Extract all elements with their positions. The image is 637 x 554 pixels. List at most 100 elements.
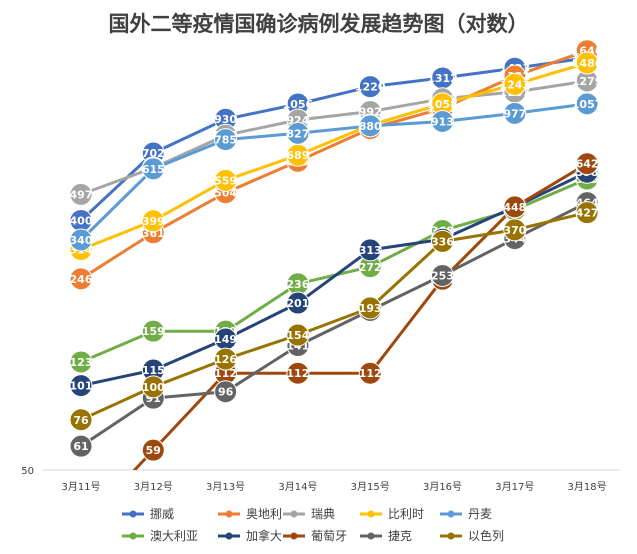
- chart-title: 国外二等疫情国确诊病例发展趋势图（对数）: [108, 12, 529, 36]
- legend-marker: [225, 532, 233, 540]
- data-label: 149: [214, 333, 237, 346]
- data-label: 159: [142, 325, 165, 338]
- data-point: [141, 438, 165, 462]
- data-label: 340: [70, 234, 93, 247]
- legend-label: 奥地利: [246, 507, 282, 521]
- data-point: [69, 434, 93, 458]
- data-point: [141, 375, 165, 399]
- data-label: 399: [142, 215, 165, 228]
- data-label: 246: [70, 273, 93, 286]
- data-point: [503, 101, 527, 125]
- data-label: 448: [503, 201, 526, 214]
- data-point: [431, 109, 454, 133]
- data-label: 193: [359, 302, 382, 315]
- data-label: 112: [214, 367, 237, 380]
- data-label: 400: [70, 214, 93, 227]
- data-point: [69, 350, 93, 374]
- data-label: 1057: [572, 98, 603, 111]
- data-label: 497: [70, 188, 93, 201]
- data-point: [286, 361, 310, 385]
- series-line-4: [79, 102, 588, 242]
- data-label: 1220: [355, 81, 386, 94]
- legend-label: 挪威: [150, 507, 174, 521]
- data-point: [214, 128, 238, 152]
- x-tick-label: 3月12号: [134, 481, 173, 493]
- data-label: 123: [70, 356, 93, 369]
- legend-item: 挪威: [122, 507, 174, 521]
- legend-item: 瑞典: [283, 507, 335, 521]
- data-label: 154: [286, 329, 309, 342]
- legend-label: 捷克: [388, 529, 412, 543]
- data-point: [503, 218, 527, 242]
- series-line-9: [80, 211, 588, 422]
- data-point: [431, 263, 454, 287]
- legend-marker: [129, 510, 137, 518]
- data-point: [431, 229, 454, 253]
- data-point: [141, 209, 165, 233]
- legend-label: 葡萄牙: [311, 529, 347, 543]
- data-point: [575, 92, 599, 116]
- data-point: [141, 319, 165, 343]
- data-point: [69, 182, 93, 206]
- data-point: [358, 296, 382, 320]
- legend-marker: [367, 510, 375, 518]
- series-line-3: [80, 61, 588, 251]
- legend-item: 比利时: [360, 507, 424, 521]
- data-label: 1243: [499, 78, 530, 91]
- data-label: 101: [70, 380, 93, 393]
- data-point: [69, 374, 93, 398]
- data-label: 100: [142, 381, 165, 394]
- legend-label: 丹麦: [468, 507, 492, 521]
- x-tick-label: 3月14号: [278, 481, 317, 493]
- data-point: [358, 75, 382, 99]
- legend-marker: [447, 532, 455, 540]
- legend-marker: [225, 510, 233, 518]
- series-line-8: [80, 201, 588, 448]
- data-label: 785: [214, 134, 237, 147]
- data-label: 272: [359, 261, 382, 274]
- legend-label: 比利时: [388, 507, 424, 521]
- data-label: 253: [431, 269, 454, 282]
- x-tick-label: 3月13号: [206, 481, 245, 493]
- data-label: 642: [576, 158, 599, 171]
- data-label: 427: [576, 207, 599, 220]
- legend-item: 以色列: [440, 529, 504, 543]
- data-point: [69, 408, 93, 432]
- legend-label: 以色列: [468, 529, 504, 543]
- data-point: [286, 323, 310, 347]
- data-label: 702: [142, 147, 165, 160]
- data-label: 112: [286, 367, 309, 380]
- legend-label: 澳大利亚: [150, 529, 198, 543]
- data-point: [575, 152, 599, 176]
- data-point: [358, 114, 382, 138]
- series-line-0: [79, 56, 588, 222]
- legend-item: 捷克: [360, 529, 412, 543]
- data-label: 201: [286, 297, 309, 310]
- data-point: [358, 361, 382, 385]
- x-tick-label: 3月15号: [351, 481, 390, 493]
- data-label: 96: [218, 386, 234, 399]
- data-label: 59: [146, 444, 161, 457]
- data-label: 913: [431, 115, 454, 128]
- series-lines: [79, 49, 588, 470]
- data-label: 336: [431, 235, 454, 248]
- data-label: 115: [142, 364, 165, 377]
- data-label: 977: [503, 107, 526, 120]
- legend-marker: [367, 532, 375, 540]
- legend-item: 澳大利亚: [122, 529, 198, 543]
- x-tick-label: 3月17号: [495, 481, 534, 493]
- data-label: 1058: [427, 98, 458, 111]
- data-label: 236: [286, 278, 309, 291]
- series-markers: 4007029301056122013121423155024636150465…: [69, 39, 603, 462]
- data-point: [503, 195, 527, 219]
- x-tick-label: 3月11号: [61, 481, 100, 493]
- legend-marker: [129, 532, 137, 540]
- data-label: 112: [359, 367, 382, 380]
- data-label: 880: [359, 120, 382, 133]
- y-tick-label: 50: [21, 466, 34, 477]
- data-point: [214, 347, 238, 371]
- data-label: 1312: [427, 72, 458, 85]
